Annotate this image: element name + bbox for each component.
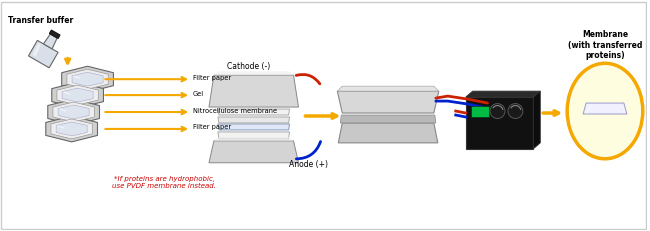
Circle shape — [490, 103, 505, 119]
Polygon shape — [72, 72, 103, 86]
Polygon shape — [52, 82, 103, 108]
Circle shape — [508, 103, 523, 119]
Bar — [465, 97, 534, 149]
Text: Membrane
(with transferred
proteins): Membrane (with transferred proteins) — [568, 30, 642, 60]
Polygon shape — [29, 40, 58, 68]
Polygon shape — [62, 88, 93, 102]
Text: Filter paper: Filter paper — [193, 125, 231, 131]
Polygon shape — [67, 69, 109, 89]
Polygon shape — [56, 122, 87, 136]
Text: Filter paper: Filter paper — [193, 75, 231, 81]
Polygon shape — [341, 115, 436, 123]
Ellipse shape — [567, 63, 643, 159]
Bar — [471, 106, 489, 117]
Text: Nitrocellulose membrane: Nitrocellulose membrane — [193, 107, 277, 113]
Polygon shape — [337, 91, 439, 113]
Polygon shape — [51, 119, 92, 139]
Polygon shape — [48, 99, 99, 125]
Polygon shape — [58, 105, 89, 119]
Polygon shape — [218, 124, 289, 130]
Polygon shape — [534, 91, 540, 149]
Polygon shape — [218, 132, 289, 139]
Text: *If proteins are hydrophobic,
use PVDF membrane instead.: *If proteins are hydrophobic, use PVDF m… — [112, 176, 216, 189]
Polygon shape — [337, 86, 439, 91]
Polygon shape — [62, 66, 113, 92]
Polygon shape — [338, 123, 438, 143]
Polygon shape — [218, 117, 289, 123]
Polygon shape — [209, 75, 298, 107]
Polygon shape — [583, 103, 627, 114]
Text: Cathode (-): Cathode (-) — [227, 62, 270, 71]
Polygon shape — [214, 137, 294, 141]
Text: Gel: Gel — [193, 91, 204, 97]
Text: Transfer buffer: Transfer buffer — [8, 16, 73, 25]
Polygon shape — [209, 141, 298, 163]
Polygon shape — [46, 116, 98, 142]
Polygon shape — [32, 43, 41, 57]
Polygon shape — [214, 71, 294, 75]
Polygon shape — [53, 102, 94, 122]
Polygon shape — [49, 30, 60, 39]
Polygon shape — [57, 85, 98, 105]
Polygon shape — [44, 34, 57, 49]
Text: Anode (+): Anode (+) — [289, 160, 328, 169]
Polygon shape — [218, 109, 289, 115]
Polygon shape — [465, 91, 540, 97]
